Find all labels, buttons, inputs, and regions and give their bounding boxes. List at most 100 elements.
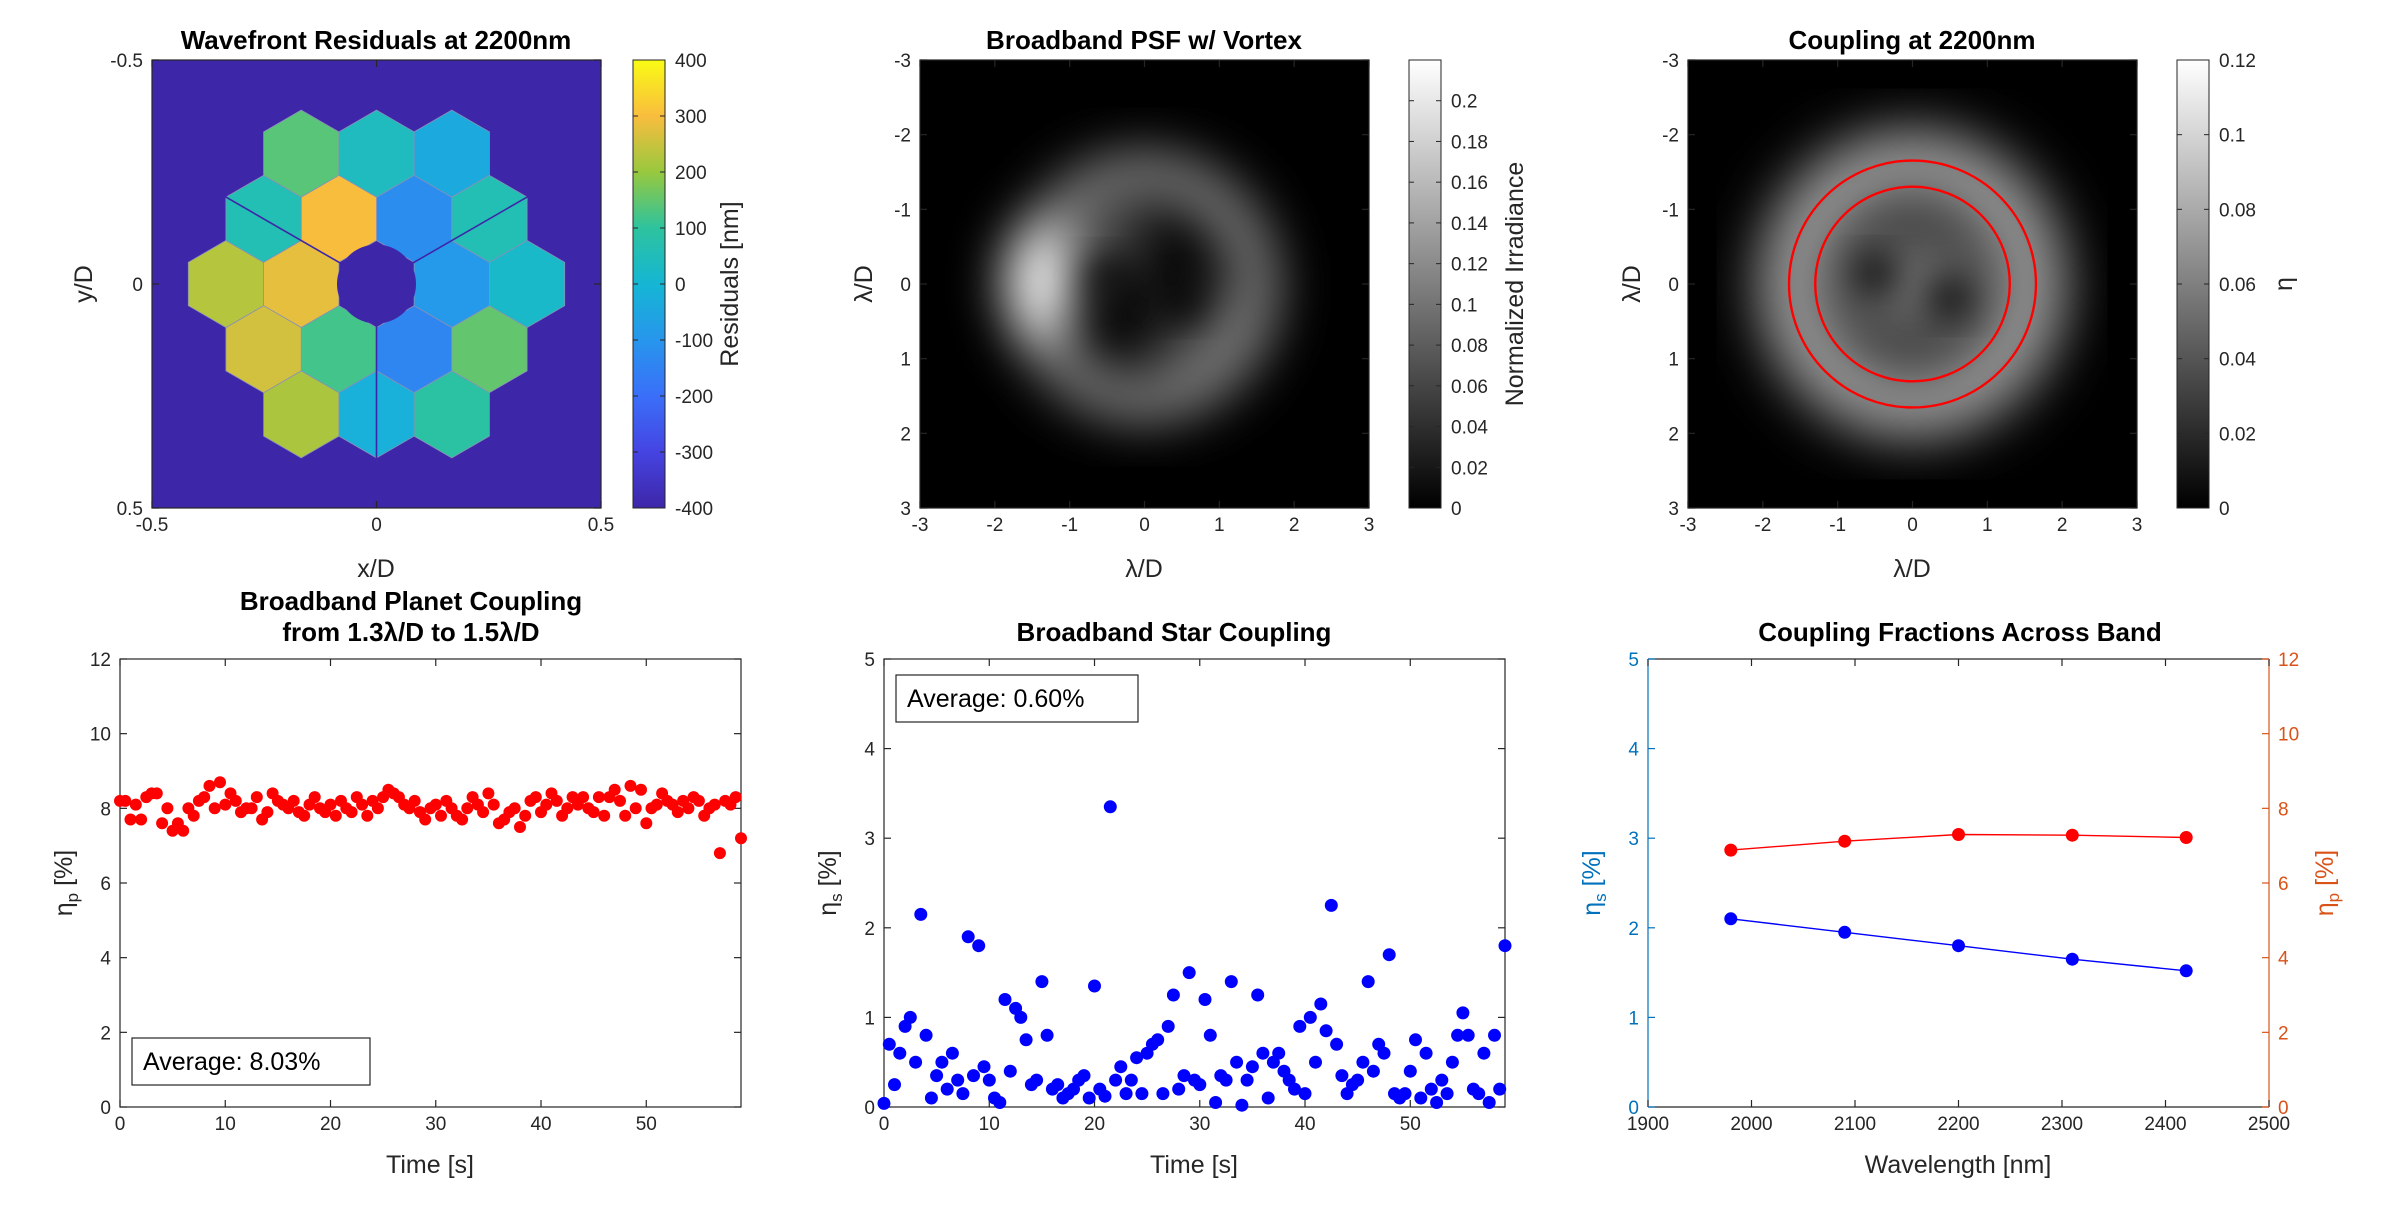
fractions-xlabel: Wavelength [nm] xyxy=(1865,1151,2052,1179)
star-point xyxy=(919,1028,933,1042)
star-point xyxy=(1135,1087,1149,1101)
wavefront-ytick-label: 0 xyxy=(132,275,143,296)
coupling-map-xlabel: λ/D xyxy=(1893,555,1931,583)
planet-point xyxy=(614,794,626,807)
star-point xyxy=(914,907,928,921)
planet-point xyxy=(287,794,300,807)
planet-ytick-label: 10 xyxy=(90,725,111,746)
planet-point xyxy=(514,821,526,833)
fractions-left-ytick-label: 4 xyxy=(1628,740,1639,761)
planet-point xyxy=(214,776,226,789)
psf-xtick-label: 3 xyxy=(1364,515,1375,536)
planet-ytick-label: 12 xyxy=(90,650,111,671)
planet-point xyxy=(261,806,274,819)
star-point xyxy=(1077,1069,1091,1083)
irradiance-colorbar-ticks: 0.2 0.18 0.16 0.14 0.12 0.1 0.08 0.06 0.04 0.02 0 xyxy=(1409,92,1488,520)
planet-xtick-label: 30 xyxy=(425,1114,446,1135)
planet-point xyxy=(682,802,695,815)
planet-point xyxy=(203,779,216,792)
planet-point xyxy=(419,813,432,826)
star-point xyxy=(1477,1046,1491,1060)
star-point xyxy=(1109,1073,1123,1087)
star-point xyxy=(1082,1091,1096,1105)
star-point xyxy=(940,1082,954,1096)
star-point xyxy=(1498,939,1512,953)
star-ytick-label: 0 xyxy=(864,1098,875,1119)
star-point xyxy=(893,1046,907,1060)
fractions-xtick-label: 1900 xyxy=(1627,1114,1669,1135)
planet-point xyxy=(519,809,532,822)
coupling-map-ylabel: λ/D xyxy=(1618,265,1646,303)
planet-ytick-label: 2 xyxy=(100,1023,111,1044)
psf-xlabel: λ/D xyxy=(1125,555,1163,583)
fractions-right-ytick-label: 2 xyxy=(2278,1023,2289,1044)
star-point xyxy=(882,1037,896,1051)
planet-point xyxy=(650,798,663,811)
star-point xyxy=(1451,1028,1465,1042)
fractions-left-marker xyxy=(1952,939,1965,953)
coupling-map-ytick-label: 3 xyxy=(1668,499,1679,520)
irradiance-colorbar-tick-label: 0.08 xyxy=(1451,336,1488,357)
planet-point xyxy=(124,813,137,826)
planet-point xyxy=(150,787,163,800)
star-point xyxy=(1051,1078,1065,1092)
star-point xyxy=(1409,1033,1422,1047)
star-point xyxy=(1461,1028,1475,1042)
wavefront-residuals-panel: Wavefront Residuals at 2200nm -0.5 0 0.5-0… xyxy=(70,25,744,583)
planet-point xyxy=(619,809,632,822)
star-point xyxy=(945,1046,959,1060)
planet-point xyxy=(361,809,374,822)
star-point xyxy=(1293,1019,1307,1033)
planet-point xyxy=(561,802,574,815)
fractions-left-marker xyxy=(2179,964,2193,978)
psf-background xyxy=(920,60,1369,508)
planet-xtick-label: 50 xyxy=(636,1114,657,1135)
planet-point xyxy=(245,802,258,815)
residuals-colorbar-tick-label: 100 xyxy=(675,219,707,240)
star-point xyxy=(1256,1046,1270,1060)
coupling-fractions-panel: Coupling Fractions Across Band 1900 2000 2… xyxy=(1578,617,2343,1179)
residuals-colorbar-tick-label: -100 xyxy=(675,331,713,352)
star-point xyxy=(1382,948,1396,962)
coupling-dark-core-right xyxy=(1930,278,1970,318)
planet-point xyxy=(635,783,647,796)
coupling-dark-core-left xyxy=(1855,254,1895,294)
star-xtick-label: 20 xyxy=(1084,1114,1105,1135)
star-point xyxy=(1014,1010,1028,1024)
fractions-right-marker xyxy=(1724,843,1738,857)
eta-colorbar-label: η xyxy=(2270,277,2298,291)
planet-point xyxy=(198,791,211,804)
psf-ytick-label: 3 xyxy=(900,499,911,520)
fractions-xtick-label: 2500 xyxy=(2248,1114,2290,1135)
fractions-right-marker xyxy=(1952,828,1965,841)
planet-point xyxy=(219,798,232,811)
residuals-colorbar-tick-label: -200 xyxy=(675,387,713,408)
star-point xyxy=(1298,1087,1312,1101)
coupling-map-ytick-label: 0 xyxy=(1668,275,1679,296)
psf-ytick-label: 0 xyxy=(900,275,911,296)
fractions-left-ytick-label: 1 xyxy=(1628,1008,1639,1029)
fractions-left-marker xyxy=(1724,912,1738,926)
star-point xyxy=(1193,1078,1207,1092)
star-title: Broadband Star Coupling xyxy=(1017,617,1332,647)
star-point xyxy=(1261,1091,1275,1105)
star-point xyxy=(1430,1096,1444,1109)
planet-point xyxy=(624,779,637,792)
star-point xyxy=(1351,1073,1365,1087)
fractions-plot-area xyxy=(1648,659,2269,1107)
planet-point xyxy=(119,794,132,807)
planet-point xyxy=(161,802,174,815)
star-point xyxy=(1377,1046,1391,1060)
fractions-right-ytick-label: 0 xyxy=(2278,1098,2289,1119)
planet-point xyxy=(577,791,590,804)
planet-point xyxy=(156,817,169,830)
star-point xyxy=(1177,1069,1191,1083)
planet-point xyxy=(592,791,605,804)
coupling-map-title: Coupling at 2200nm xyxy=(1788,25,2035,55)
residuals-colorbar-tick-label: 200 xyxy=(675,163,707,184)
fractions-right-ytick-label: 4 xyxy=(2278,949,2289,970)
coupling-map-xtick-label: 1 xyxy=(1982,515,1993,536)
